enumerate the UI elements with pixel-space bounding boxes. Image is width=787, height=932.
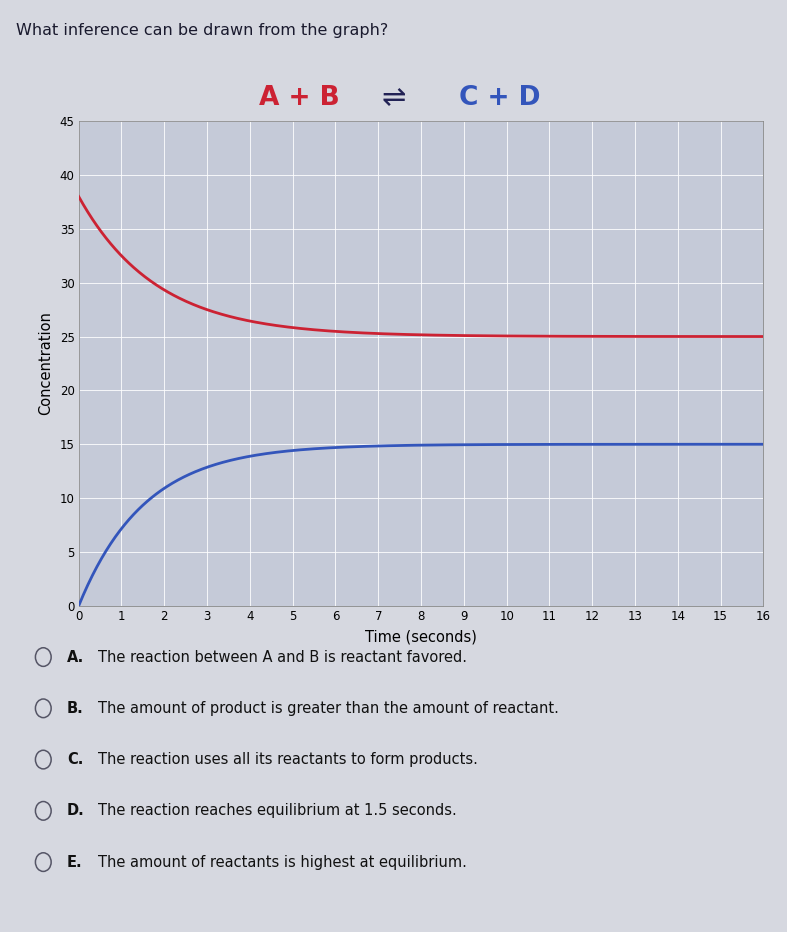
Text: A + B: A + B <box>259 85 339 111</box>
Text: The reaction uses all its reactants to form products.: The reaction uses all its reactants to f… <box>98 752 478 767</box>
Text: The reaction reaches equilibrium at 1.5 seconds.: The reaction reaches equilibrium at 1.5 … <box>98 803 457 818</box>
Text: D.: D. <box>67 803 85 818</box>
Text: The amount of reactants is highest at equilibrium.: The amount of reactants is highest at eq… <box>98 855 467 870</box>
Text: B.: B. <box>67 701 83 716</box>
Text: C.: C. <box>67 752 83 767</box>
X-axis label: Time (seconds): Time (seconds) <box>365 630 477 645</box>
Y-axis label: Concentration: Concentration <box>38 311 53 416</box>
Text: ⇌: ⇌ <box>382 84 405 112</box>
Text: What inference can be drawn from the graph?: What inference can be drawn from the gra… <box>16 23 388 38</box>
Text: The amount of product is greater than the amount of reactant.: The amount of product is greater than th… <box>98 701 560 716</box>
Text: E.: E. <box>67 855 83 870</box>
Text: A.: A. <box>67 650 84 665</box>
Text: C + D: C + D <box>459 85 541 111</box>
Text: The reaction between A and B is reactant favored.: The reaction between A and B is reactant… <box>98 650 467 665</box>
